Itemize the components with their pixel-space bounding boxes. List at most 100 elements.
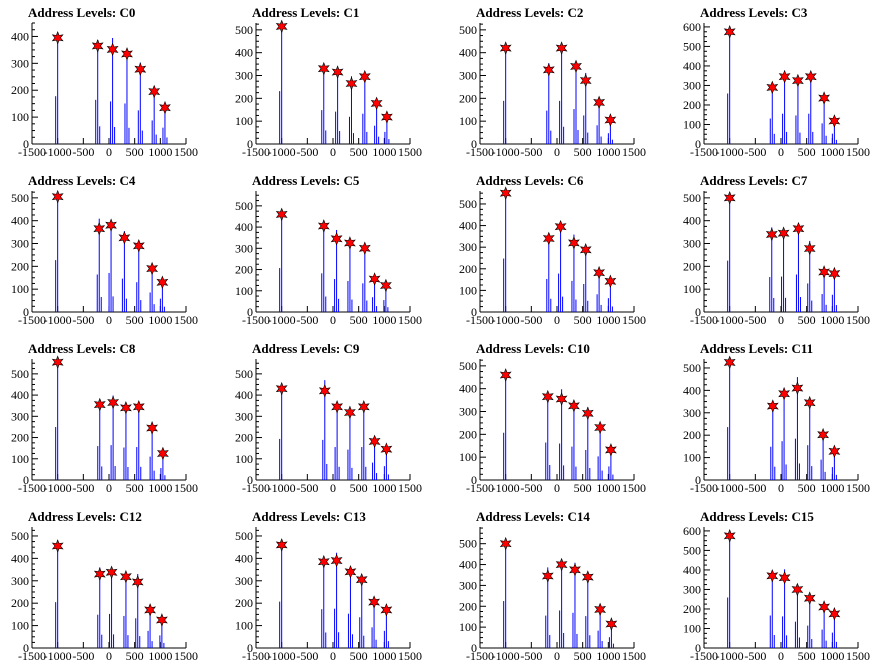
y-tick-label: 200 (11, 596, 29, 610)
peak-marker (766, 568, 779, 583)
y-tick-label: 400 (11, 214, 29, 228)
y-tick-label: 200 (683, 428, 701, 442)
peak-marker (766, 399, 779, 413)
chart-title: Address Levels: C14 (476, 509, 590, 524)
x-tick-label: -1500 (18, 313, 46, 327)
x-tick-label: 500 (126, 649, 144, 663)
x-tick-label: 1500 (622, 145, 646, 159)
peak-marker (275, 538, 288, 552)
y-tick-label: 0 (23, 137, 29, 151)
x-tick-label: 1000 (372, 481, 396, 495)
x-tick-label: 500 (798, 145, 816, 159)
chart-panel: Address Levels: C2 0 100 200 300 400 500 -1500-… (448, 0, 672, 168)
y-tick-label: 400 (683, 59, 701, 73)
chart-panel: Address Levels: C3 0 100 200 300 400 500 600 -15… (672, 0, 896, 168)
x-tick-label: -500 (72, 313, 94, 327)
chart-panel: Address Levels: C6 0 100 200 300 400 500 -1500-… (448, 168, 672, 336)
peak-marker (343, 405, 356, 420)
chart-title: Address Levels: C8 (28, 341, 136, 356)
x-tick-label: -1000 (268, 649, 296, 663)
peak-marker (567, 236, 580, 250)
peak-marker (499, 536, 512, 551)
y-tick-label: 300 (459, 578, 477, 592)
peak-marker (542, 62, 555, 77)
histogram-plot: 0 100 200 300 400 500 600 -1500-1000 -500 0 500 100… (683, 20, 870, 159)
x-tick-label: -1500 (690, 313, 718, 327)
histogram-plot: 0 100 200 300 400 500 -1500-1000 -500 0 500 1000 15… (459, 527, 646, 663)
histogram-plot: 0 100 200 300 400 -1500-1000 -500 0 500 1000 1500 (11, 22, 198, 159)
histogram-plot: 0 100 200 300 400 500 -1500-1000 -500 0 500 1000 15… (459, 186, 646, 327)
peak-marker (803, 241, 816, 256)
x-tick-label: 0 (330, 145, 336, 159)
y-tick-label: 200 (235, 263, 253, 277)
x-tick-label: -1500 (466, 649, 494, 663)
y-tick-label: 500 (11, 191, 29, 205)
peak-marker (275, 19, 288, 34)
x-tick-label: -1000 (44, 649, 72, 663)
x-tick-label: 500 (126, 313, 144, 327)
x-tick-label: 1000 (148, 313, 172, 327)
x-tick-label: -1000 (268, 145, 296, 159)
peak-marker (380, 442, 393, 457)
chart-title: Address Levels: C10 (476, 341, 590, 356)
peak-marker (148, 84, 161, 99)
x-tick-label: 1000 (820, 145, 844, 159)
x-tick-label: -1000 (716, 313, 744, 327)
x-tick-label: 1500 (846, 649, 870, 663)
y-tick-label: 100 (11, 452, 29, 466)
peak-marker (803, 395, 816, 410)
y-tick-label: 300 (11, 574, 29, 588)
x-tick-label: 0 (106, 649, 112, 663)
x-tick-label: -1000 (44, 481, 72, 495)
x-tick-label: 0 (330, 481, 336, 495)
peak-marker (317, 61, 330, 76)
x-tick-label: 1000 (596, 313, 620, 327)
x-tick-label: -1500 (466, 313, 494, 327)
peak-marker (554, 219, 567, 234)
x-tick-label: 0 (554, 481, 560, 495)
x-tick-label: 1000 (148, 649, 172, 663)
x-tick-label: 1500 (398, 313, 422, 327)
x-tick-label: -500 (296, 649, 318, 663)
x-tick-label: 0 (330, 313, 336, 327)
y-tick-label: 500 (235, 529, 253, 543)
y-tick-label: 100 (459, 450, 477, 464)
y-tick-label: 500 (459, 23, 477, 37)
peak-marker (605, 617, 618, 631)
peak-marker (818, 600, 831, 614)
x-tick-label: -1000 (716, 145, 744, 159)
peak-marker (119, 569, 132, 584)
y-tick-label: 0 (695, 641, 701, 655)
x-tick-label: -500 (296, 481, 318, 495)
peak-marker (594, 420, 607, 435)
x-tick-label: 0 (554, 313, 560, 327)
x-tick-label: 1500 (846, 313, 870, 327)
histogram-plot: 0 100 200 300 400 500 -1500-1000 -500 0 500 1000 15… (683, 355, 870, 495)
peak-marker (818, 91, 831, 105)
y-tick-label: 200 (11, 431, 29, 445)
y-tick-label: 500 (683, 39, 701, 53)
chart-panel: Address Levels: C5 0 100 200 300 400 500 -1500-… (224, 168, 448, 336)
y-tick-label: 100 (459, 114, 477, 128)
y-tick-label: 0 (247, 641, 253, 655)
x-tick-label: 1000 (820, 481, 844, 495)
x-tick-label: -500 (744, 313, 766, 327)
y-tick-label: 400 (459, 219, 477, 233)
y-tick-label: 200 (235, 91, 253, 105)
peak-marker (594, 602, 607, 617)
x-tick-label: -500 (520, 145, 542, 159)
peak-marker (581, 406, 594, 421)
peak-marker (368, 434, 381, 449)
x-tick-label: 1500 (398, 649, 422, 663)
x-tick-label: -1500 (690, 649, 718, 663)
peak-marker (604, 443, 617, 457)
y-tick-label: 400 (11, 29, 29, 43)
x-tick-label: 0 (778, 649, 784, 663)
x-tick-label: 1000 (372, 649, 396, 663)
y-tick-label: 100 (459, 283, 477, 297)
peak-marker (345, 76, 358, 91)
x-tick-label: -1000 (44, 313, 72, 327)
x-tick-label: 0 (778, 313, 784, 327)
y-tick-label: 400 (235, 551, 253, 565)
